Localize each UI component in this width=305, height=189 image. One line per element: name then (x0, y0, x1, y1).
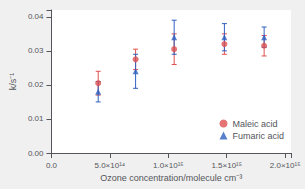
svg-text:Ozone concentration/molecule c: Ozone concentration/molecule cm⁻³ (100, 173, 242, 183)
svg-text:0.04: 0.04 (28, 12, 44, 21)
svg-text:5.0×10¹⁴: 5.0×10¹⁴ (94, 161, 125, 170)
svg-text:0.00: 0.00 (28, 149, 44, 158)
svg-text:k/s⁻¹: k/s⁻¹ (8, 73, 18, 91)
svg-text:0.03: 0.03 (28, 46, 44, 55)
svg-text:0.02: 0.02 (28, 80, 44, 89)
svg-text:1.5×10¹⁵: 1.5×10¹⁵ (211, 161, 242, 170)
svg-text:Maleic acid: Maleic acid (232, 119, 277, 129)
svg-text:1.0×10¹⁵: 1.0×10¹⁵ (153, 161, 184, 170)
svg-text:0.0: 0.0 (46, 161, 58, 170)
svg-text:Fumaric acid: Fumaric acid (232, 131, 284, 141)
svg-text:0.01: 0.01 (28, 114, 44, 123)
svg-text:2.0×10¹⁵: 2.0×10¹⁵ (270, 161, 301, 170)
